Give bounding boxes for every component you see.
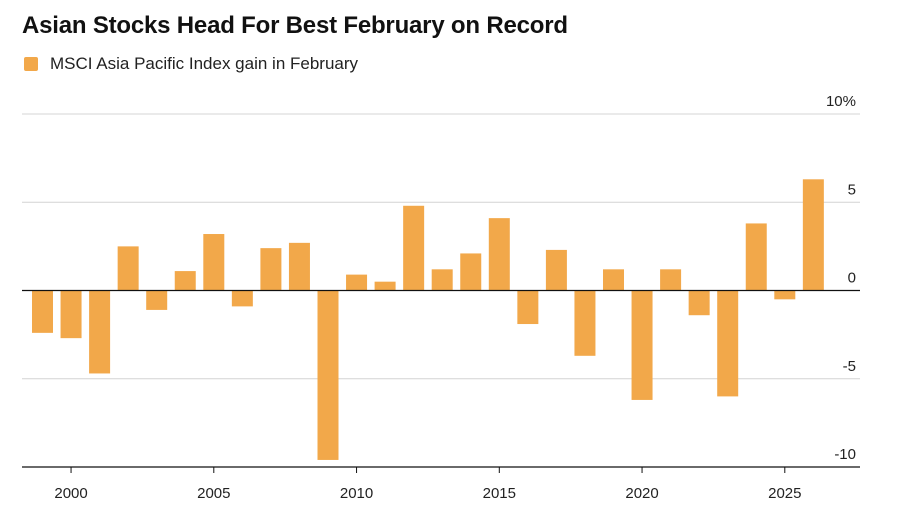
bar xyxy=(174,271,196,291)
y-tick-label: 0 xyxy=(848,270,856,287)
legend: MSCI Asia Pacific Index gain in February xyxy=(24,54,358,74)
bar xyxy=(774,290,796,300)
bar xyxy=(660,269,682,291)
bar xyxy=(717,290,739,397)
bar xyxy=(431,269,453,291)
chart-title: Asian Stocks Head For Best February on R… xyxy=(22,12,568,39)
bar xyxy=(317,290,339,460)
bar xyxy=(745,223,767,291)
bar xyxy=(374,281,396,291)
x-tick-label: 2020 xyxy=(625,485,658,502)
bar xyxy=(346,274,368,291)
bar xyxy=(631,290,653,400)
legend-label: MSCI Asia Pacific Index gain in February xyxy=(50,54,359,73)
x-tick-label: 2010 xyxy=(340,485,373,502)
bar xyxy=(603,269,624,291)
y-tick-label: -5 xyxy=(843,358,856,375)
bar xyxy=(517,290,539,325)
bar xyxy=(60,290,82,339)
bar xyxy=(488,218,510,291)
bar xyxy=(460,253,482,291)
bar xyxy=(802,179,824,291)
bar xyxy=(688,290,710,316)
bar xyxy=(545,249,567,291)
x-tick-label: 2000 xyxy=(54,485,87,502)
x-tick-label: 2015 xyxy=(483,485,516,502)
bar xyxy=(260,248,282,291)
bar xyxy=(574,290,596,356)
bar xyxy=(288,242,310,291)
bar xyxy=(231,290,253,307)
y-tick-label: 10% xyxy=(826,93,856,110)
bar xyxy=(403,205,425,291)
x-tick-label: 2025 xyxy=(768,485,801,502)
bar xyxy=(89,290,111,374)
bar xyxy=(32,290,53,333)
y-tick-label: 5 xyxy=(848,181,856,198)
legend-swatch xyxy=(24,57,38,71)
x-tick-label: 2005 xyxy=(197,485,230,502)
bar xyxy=(117,246,139,291)
bar xyxy=(203,234,225,291)
y-tick-label: -10 xyxy=(834,446,856,463)
bar xyxy=(146,290,168,310)
